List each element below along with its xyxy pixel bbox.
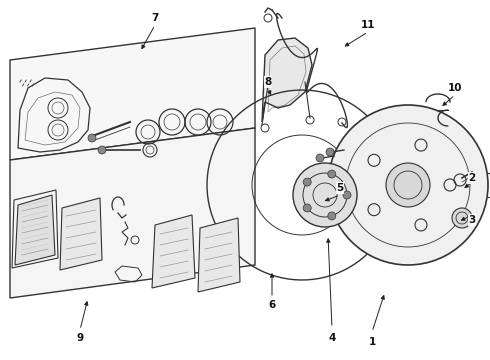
Circle shape — [88, 134, 96, 142]
Text: 5: 5 — [336, 183, 343, 193]
Circle shape — [452, 208, 472, 228]
Circle shape — [386, 163, 430, 207]
Polygon shape — [198, 218, 240, 292]
Circle shape — [303, 204, 311, 212]
Polygon shape — [10, 128, 255, 298]
Polygon shape — [262, 38, 312, 122]
Text: 2: 2 — [468, 173, 476, 183]
Circle shape — [328, 170, 336, 178]
Text: 11: 11 — [361, 20, 375, 30]
Circle shape — [98, 146, 106, 154]
Circle shape — [326, 148, 334, 156]
Text: 6: 6 — [269, 300, 275, 310]
Circle shape — [293, 163, 357, 227]
Text: 4: 4 — [328, 333, 336, 343]
Circle shape — [303, 178, 311, 186]
Circle shape — [328, 212, 336, 220]
Text: 7: 7 — [151, 13, 159, 23]
Text: 10: 10 — [448, 83, 462, 93]
Text: 1: 1 — [368, 337, 376, 347]
Text: 9: 9 — [76, 333, 84, 343]
Text: 3: 3 — [468, 215, 476, 225]
Polygon shape — [152, 215, 195, 288]
Circle shape — [343, 191, 351, 199]
Polygon shape — [15, 195, 55, 265]
Text: 8: 8 — [265, 77, 271, 87]
Polygon shape — [10, 28, 255, 160]
Circle shape — [328, 105, 488, 265]
Circle shape — [316, 154, 324, 162]
Polygon shape — [60, 198, 102, 270]
